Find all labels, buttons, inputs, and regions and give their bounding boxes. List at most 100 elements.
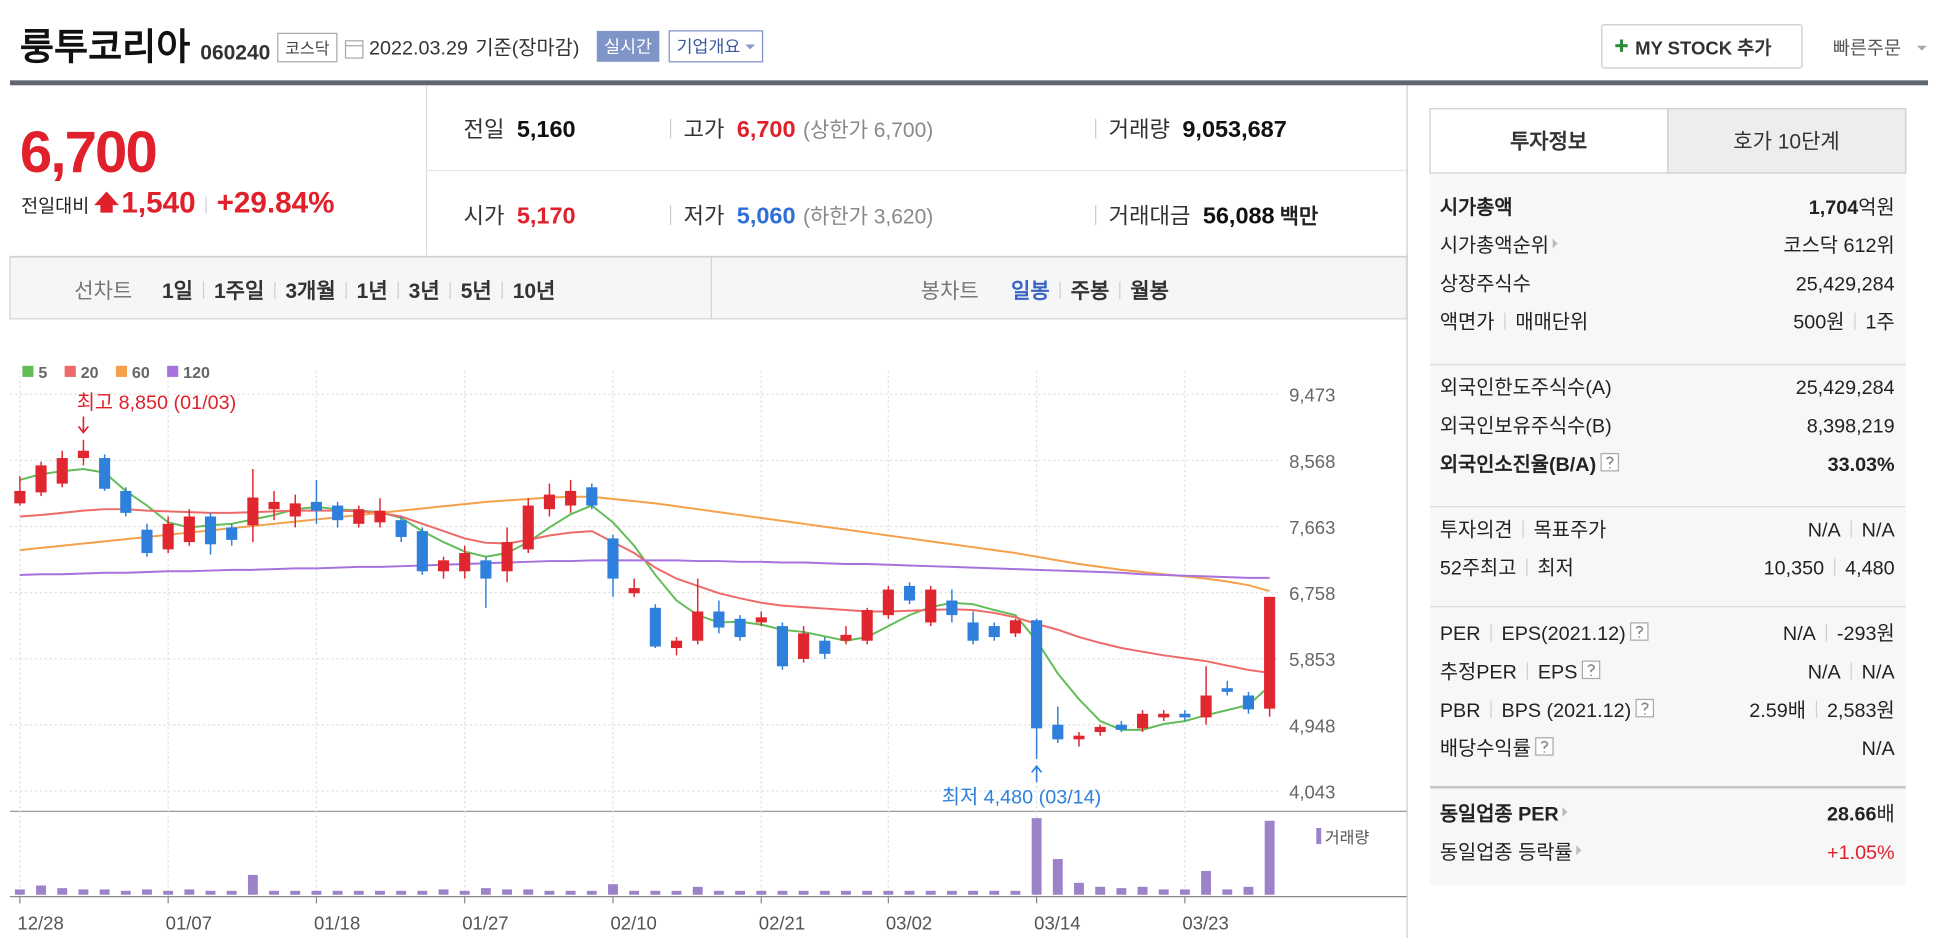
panel-tab-label: 호가 10단계: [1733, 130, 1839, 153]
candle-body: [1264, 596, 1276, 709]
volume-bar: [311, 890, 322, 895]
volume-bar: [756, 890, 767, 895]
info-value: 500원: [1793, 312, 1844, 334]
info-label: 추정PER: [1440, 661, 1517, 683]
info-label: EPS(2021.12): [1502, 623, 1626, 645]
volume-legend-swatch: [1316, 828, 1322, 845]
header-bar: [9, 80, 1929, 86]
volume-bar: [671, 890, 682, 895]
info-value: 코스닥 612위: [1783, 235, 1894, 257]
y-tick-label: 7,663: [1289, 517, 1335, 538]
volume-bar: [904, 890, 915, 895]
candle-body: [649, 607, 661, 647]
quote-value: 6,700: [737, 116, 796, 142]
info-label: BPS (2021.12): [1502, 700, 1632, 722]
info-unit: 배: [1876, 804, 1894, 826]
y-tick-label: 8,568: [1289, 451, 1335, 472]
volume-bar: [1116, 888, 1127, 895]
y-tick-label: 4,043: [1289, 781, 1335, 802]
interval-tab[interactable]: 주봉: [1071, 280, 1110, 303]
period-tab[interactable]: 10년: [513, 280, 556, 303]
add-stock-label: MY STOCK 추가: [1635, 37, 1771, 58]
panel-tab-label: 투자정보: [1510, 130, 1587, 153]
add-stock-button[interactable]: MY STOCK 추가: [1601, 24, 1803, 69]
quote-note: (하한가 3,620): [803, 206, 933, 229]
high-arrow: [77, 416, 89, 434]
info-value: 1,704: [1809, 197, 1858, 219]
candle-body: [247, 497, 259, 526]
volume-bar: [1179, 889, 1190, 895]
candle-body: [14, 490, 26, 504]
volume-bar: [1137, 886, 1148, 895]
candle-body: [395, 520, 407, 537]
candle-body: [1179, 713, 1191, 718]
info-value: 25,429,284: [1796, 377, 1895, 399]
period-tab[interactable]: 3개월: [285, 280, 335, 303]
candle-body: [310, 501, 322, 511]
candle-body: [1094, 726, 1106, 733]
period-tab[interactable]: 1일: [162, 280, 193, 303]
info-value: -293원: [1837, 623, 1895, 645]
candle-body: [459, 553, 471, 572]
x-tick-label: 01/07: [166, 912, 212, 933]
candle-body: [1158, 713, 1170, 718]
market-badge: 코스닥: [277, 32, 338, 63]
volume-bar: [713, 890, 724, 895]
candle-body: [99, 458, 111, 489]
info-value: 25,429,284: [1796, 273, 1895, 295]
realtime-button[interactable]: 실시간: [596, 30, 660, 62]
moving-average-line: [19, 468, 1271, 731]
volume-bar: [968, 890, 979, 895]
candle-body: [988, 626, 1000, 638]
info-label: 동일업종 PER: [1440, 804, 1559, 826]
y-tick-label: 5,853: [1289, 649, 1335, 670]
candle-body: [946, 600, 958, 616]
quote-value: 5,170: [517, 203, 576, 229]
high-annotation: 최고 8,850 (01/03): [77, 392, 236, 414]
info-value: 28.66: [1827, 804, 1876, 826]
info-value: N/A: [1862, 661, 1896, 683]
candle-body: [607, 538, 619, 579]
volume-bar: [925, 890, 936, 895]
info-value: N/A: [1862, 519, 1896, 541]
quick-order[interactable]: 빠른주문: [1833, 37, 1901, 58]
info-label: 시가총액순위: [1440, 235, 1549, 257]
panel-tab[interactable]: 호가 10단계: [1667, 108, 1907, 174]
volume-bar: [396, 890, 407, 895]
market-badge-label: 코스닥: [285, 40, 330, 58]
info-label: 목표주가: [1534, 519, 1607, 541]
info-label: 상장주식수: [1440, 273, 1531, 295]
volume-bar: [57, 888, 68, 895]
panel-tab[interactable]: 투자정보: [1429, 108, 1669, 174]
more-arrow: [1552, 238, 1558, 249]
volume-bar: [777, 890, 788, 895]
candle-body: [35, 465, 47, 493]
candle-body: [713, 611, 725, 628]
quote-label: 거래량: [1109, 117, 1170, 142]
interval-tab[interactable]: 월봉: [1130, 280, 1169, 303]
candle-body: [1242, 695, 1255, 710]
period-tab[interactable]: 1주일: [214, 280, 264, 303]
period-tab[interactable]: 5년: [461, 280, 492, 303]
volume-bar: [247, 874, 258, 895]
volume-bar: [650, 890, 661, 895]
info-value: N/A: [1862, 738, 1896, 760]
info-label: EPS: [1538, 661, 1578, 683]
up-arrow: [94, 191, 119, 213]
volume-bar: [142, 889, 152, 895]
company-info-button[interactable]: 기업개요: [668, 30, 764, 63]
candle-body: [628, 588, 640, 594]
volume-bar: [120, 890, 131, 895]
volume-bar: [1074, 882, 1084, 895]
more-arrow: [1562, 807, 1568, 817]
interval-tab[interactable]: 일봉: [1011, 280, 1050, 303]
legend-label: 20: [81, 364, 99, 382]
period-tab[interactable]: 3년: [409, 280, 440, 303]
period-tab[interactable]: 1년: [357, 280, 388, 303]
y-tick-label: 4,948: [1289, 715, 1335, 736]
info-value: 1주: [1865, 312, 1894, 334]
candle-body: [162, 523, 174, 550]
candle-body: [1073, 735, 1085, 740]
info-value: N/A: [1808, 519, 1842, 541]
candle-body: [840, 634, 852, 641]
